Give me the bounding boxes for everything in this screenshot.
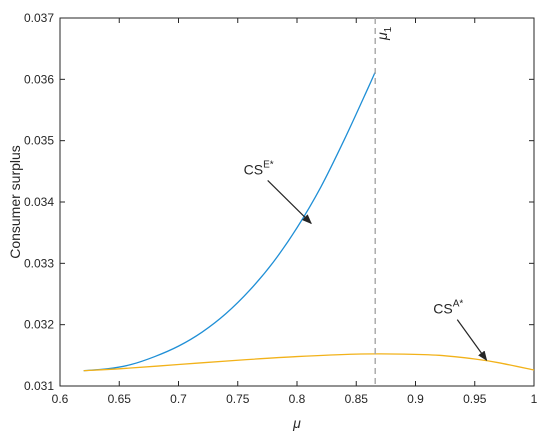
reference-line-layer: μ1 (374, 18, 394, 386)
y-tick-label: 0.037 (24, 11, 54, 25)
x-tick-label: 0.8 (289, 392, 306, 406)
annotation-label-1: CSA* (433, 299, 463, 317)
x-axis-label: μ (292, 415, 301, 431)
plot-frame (59, 17, 535, 387)
y-tick-label: 0.034 (24, 195, 54, 209)
y-axis-ticks: 0.031 0.032 0.033 0.034 0.035 0.036 0.037 (24, 11, 534, 393)
x-tick-label: 0.95 (463, 392, 487, 406)
annotation-layer: CSE* CSA* (244, 159, 488, 362)
annotation-arrow-1 (456, 319, 488, 362)
x-tick-label: 0.9 (407, 392, 424, 406)
series-line-0 (83, 71, 376, 372)
y-tick-label: 0.033 (24, 256, 54, 270)
x-tick-label: 0.85 (345, 392, 369, 406)
y-tick-label: 0.035 (24, 134, 54, 148)
mu1-label: μ1 (374, 26, 394, 41)
y-tick-label: 0.031 (24, 379, 54, 393)
plot-area (59, 17, 535, 387)
x-axis-ticks: 0.6 0.65 0.7 0.75 0.8 0.85 0.9 0.95 1 (52, 18, 538, 406)
annotation-arrow-0 (267, 179, 312, 225)
x-tick-label: 0.65 (108, 392, 132, 406)
x-tick-label: 1 (531, 392, 538, 406)
x-tick-label: 0.7 (170, 392, 187, 406)
y-tick-label: 0.036 (24, 72, 54, 86)
annotation-label-0: CSE* (244, 159, 274, 177)
series-line-1 (83, 353, 535, 372)
y-tick-label: 0.032 (24, 318, 54, 332)
x-tick-label: 0.75 (226, 392, 250, 406)
y-axis-label: Consumer surplus (7, 145, 23, 259)
x-tick-label: 0.6 (52, 392, 69, 406)
